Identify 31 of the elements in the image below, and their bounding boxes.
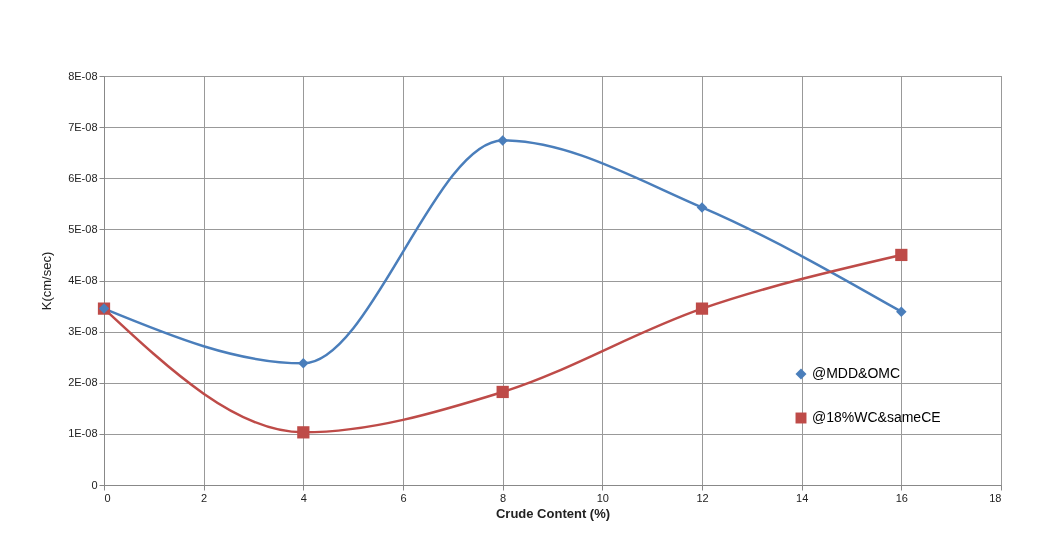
- x-tick-label: 16: [895, 491, 908, 504]
- point: [695, 302, 709, 315]
- x-axis-title: Crude Content (%): [495, 505, 611, 521]
- y-axis-title: K(cm/sec): [39, 251, 55, 311]
- y-tick-label: 5E-08: [68, 222, 98, 235]
- x-tick-label: 12: [696, 491, 709, 504]
- y-tick-label: 7E-08: [68, 120, 98, 133]
- point: [696, 202, 708, 213]
- x-tick-label: 6: [400, 491, 407, 504]
- x-tick-label: 2: [201, 491, 208, 504]
- x-tick-label: 18: [989, 491, 1002, 504]
- point: [896, 306, 907, 317]
- point: [895, 248, 908, 262]
- y-tick-label: 2E-08: [68, 376, 98, 389]
- x-tick-label: 4: [300, 491, 307, 504]
- x-tick-label: 0: [104, 491, 111, 504]
- legend-label: @MDD&OMC: [812, 365, 901, 381]
- y-tick-label: 0: [91, 478, 98, 491]
- x-tick-label: 14: [796, 491, 809, 504]
- point: [297, 426, 310, 439]
- y-tick-label: 1E-08: [68, 427, 98, 440]
- x-tick-label: 8: [500, 491, 507, 504]
- point: [497, 135, 508, 146]
- y-tick-label: 3E-08: [68, 325, 98, 338]
- x-tick-label: 10: [596, 491, 609, 504]
- y-tick-label: 8E-08: [68, 69, 98, 82]
- y-tick-label: 6E-08: [68, 171, 98, 184]
- legend-label: @18%WC&sameCE: [812, 409, 941, 425]
- point: [298, 358, 309, 369]
- y-tick-label: 4E-08: [68, 274, 98, 286]
- point: [496, 385, 509, 399]
